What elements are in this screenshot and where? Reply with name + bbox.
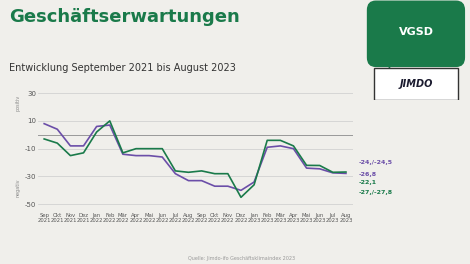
Text: negativ: negativ bbox=[16, 178, 21, 197]
Text: VGSD: VGSD bbox=[399, 27, 433, 37]
FancyBboxPatch shape bbox=[367, 1, 465, 67]
Text: -26,8: -26,8 bbox=[359, 172, 377, 177]
Text: Geschäftserwartungen: Geschäftserwartungen bbox=[9, 8, 240, 26]
Text: Quelle: Jimdo-ifo Geschäftsklimaindex 2023: Quelle: Jimdo-ifo Geschäftsklimaindex 20… bbox=[188, 256, 295, 261]
Text: -27,/-27,8: -27,/-27,8 bbox=[359, 190, 393, 195]
Polygon shape bbox=[384, 58, 398, 69]
FancyBboxPatch shape bbox=[374, 68, 458, 100]
Text: Entwicklung September 2021 bis August 2023: Entwicklung September 2021 bis August 20… bbox=[9, 63, 236, 73]
Text: positiv: positiv bbox=[16, 95, 21, 111]
Text: -24,/-24,5: -24,/-24,5 bbox=[359, 160, 393, 165]
Text: -22,1: -22,1 bbox=[359, 180, 377, 185]
Text: JIMDO: JIMDO bbox=[399, 79, 433, 89]
